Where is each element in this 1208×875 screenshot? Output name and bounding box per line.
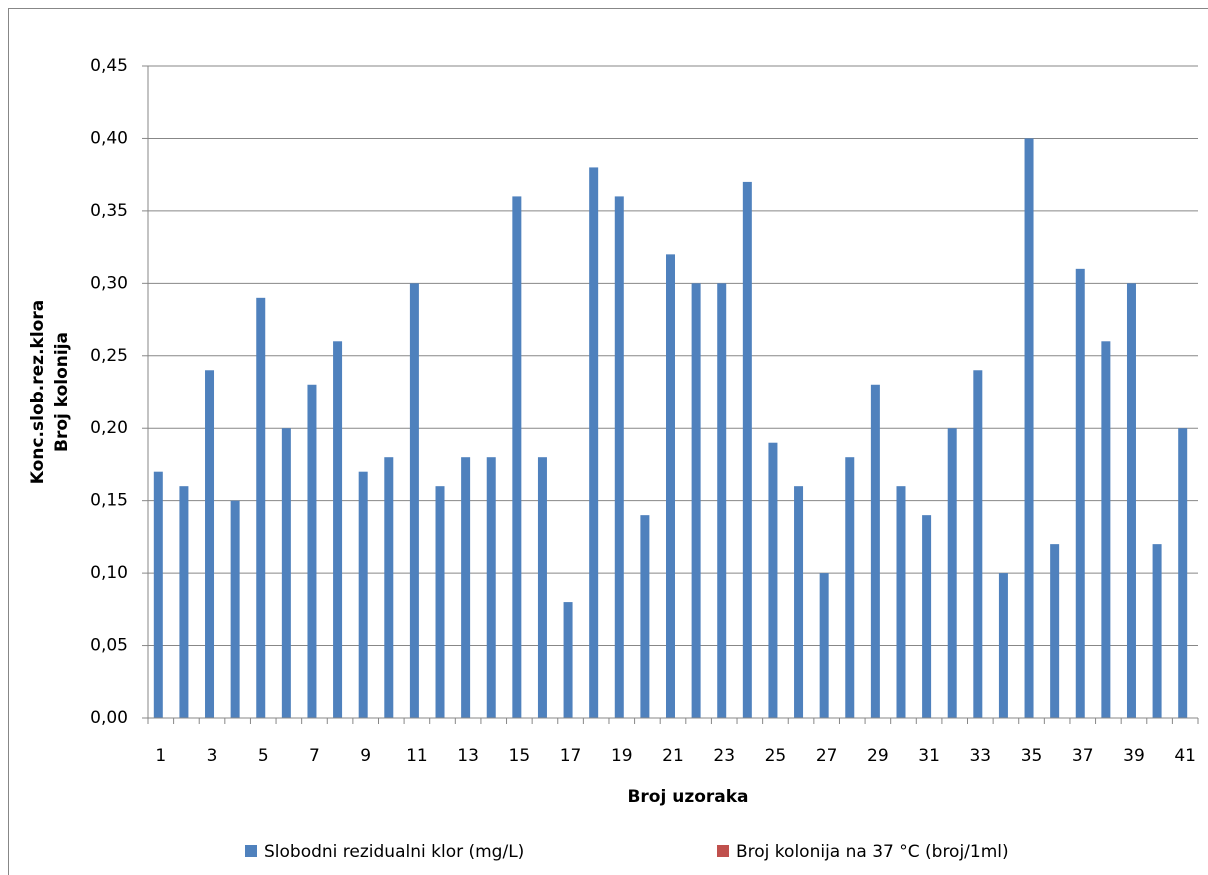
bar	[819, 573, 829, 718]
bar	[153, 471, 163, 718]
bar	[845, 457, 855, 718]
bar	[409, 283, 419, 718]
x-tick-label: 37	[1072, 746, 1094, 766]
bar	[230, 500, 240, 718]
y-tick-label: 0,35	[90, 201, 128, 221]
bar	[358, 471, 368, 718]
x-tick-label: 23	[713, 746, 735, 766]
x-tick-label: 15	[509, 746, 531, 766]
x-tick-label: 27	[816, 746, 838, 766]
bar	[256, 297, 266, 718]
bar	[333, 341, 343, 718]
y-axis-title-line: Broj kolonija	[52, 332, 72, 452]
bar	[717, 283, 727, 718]
y-tick-label: 0,00	[90, 708, 128, 728]
x-tick-label: 19	[611, 746, 633, 766]
bar	[1178, 428, 1188, 718]
x-tick-label: 41	[1174, 746, 1196, 766]
bar	[922, 515, 932, 718]
y-axis-title: Konc.slob.rez.klora Broj kolonija	[28, 300, 72, 484]
x-tick-label: 25	[765, 746, 787, 766]
x-tick-label: 13	[457, 746, 479, 766]
x-tick-label: 17	[560, 746, 582, 766]
y-tick-label: 0,10	[90, 563, 128, 583]
bar	[998, 573, 1008, 718]
x-tick-label: 33	[969, 746, 991, 766]
bar	[384, 457, 394, 718]
legend-label: Broj kolonija na 37 °C (broj/1ml)	[736, 842, 1009, 862]
bar	[614, 196, 624, 718]
bar	[205, 370, 215, 718]
bar	[1050, 544, 1060, 718]
y-tick-label: 0,40	[90, 128, 128, 148]
bar	[179, 486, 189, 718]
x-tick-label: 39	[1123, 746, 1145, 766]
bar	[666, 254, 675, 718]
bar	[486, 457, 496, 718]
bar	[768, 442, 778, 718]
y-tick-label: 0,15	[90, 491, 128, 511]
x-tick-label: 35	[1021, 746, 1043, 766]
bar	[589, 167, 599, 718]
x-tick-label: 29	[867, 746, 889, 766]
bar	[896, 486, 906, 718]
bar	[794, 486, 804, 718]
bar	[1101, 341, 1111, 718]
bar	[1024, 138, 1034, 718]
x-tick-label: 31	[918, 746, 940, 766]
x-tick-label: 9	[360, 746, 371, 766]
legend-label: Slobodni rezidualni klor (mg/L)	[264, 842, 524, 862]
x-axis-title: Broj uzoraka	[627, 787, 748, 807]
legend-swatch	[245, 845, 257, 857]
x-tick-label: 3	[207, 746, 218, 766]
bar	[537, 457, 547, 718]
bar	[973, 370, 983, 718]
x-tick-label: 7	[309, 746, 320, 766]
bar	[512, 196, 522, 718]
y-tick-label: 0,20	[90, 418, 128, 438]
y-tick-label: 0,30	[90, 273, 128, 293]
bar	[870, 384, 880, 718]
bar	[1152, 544, 1162, 718]
y-tick-label: 0,45	[90, 56, 128, 76]
bar	[742, 181, 752, 718]
y-tick-label: 0,05	[90, 636, 128, 656]
bar	[691, 283, 701, 718]
bar	[947, 428, 957, 718]
x-tick-label: 1	[155, 746, 166, 766]
bar	[461, 457, 471, 718]
bar	[1126, 283, 1136, 718]
bar	[1075, 268, 1085, 718]
y-tick-label: 0,25	[90, 346, 128, 366]
bar	[281, 428, 291, 718]
bar	[640, 515, 650, 718]
y-axis-title-line: Konc.slob.rez.klora	[28, 300, 48, 484]
legend-swatch	[717, 845, 729, 857]
x-tick-label: 5	[258, 746, 269, 766]
bar	[307, 384, 317, 718]
x-tick-label: 21	[662, 746, 684, 766]
x-tick-label: 11	[406, 746, 428, 766]
bar	[435, 486, 445, 718]
bar	[563, 602, 573, 718]
